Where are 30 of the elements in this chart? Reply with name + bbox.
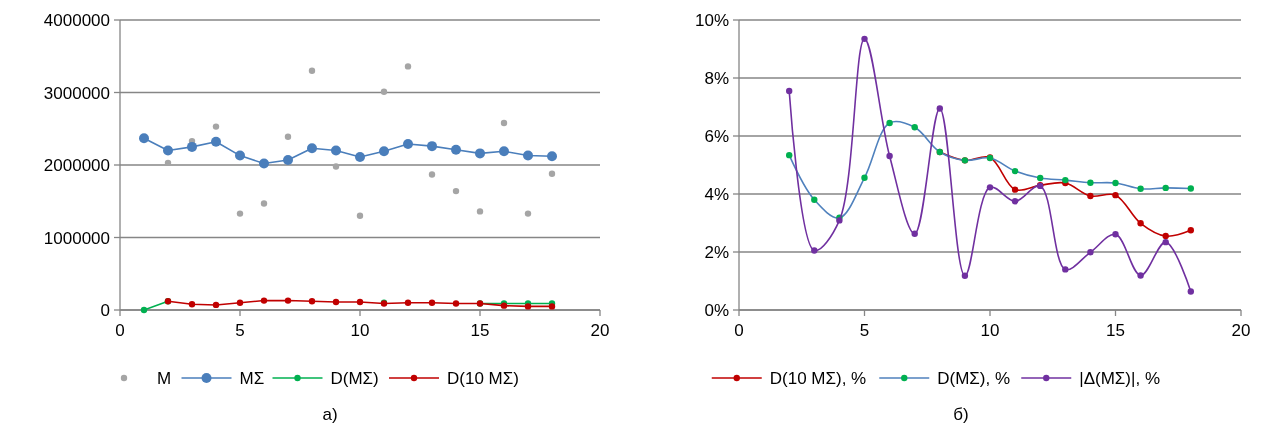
x-tick-label: 15	[470, 321, 490, 340]
y-tick-label: 2000000	[43, 156, 110, 175]
x-tick-label: 5	[859, 321, 870, 340]
y-tick-label: 6%	[704, 127, 729, 146]
legend-label: M	[157, 369, 172, 388]
x-tick-label: 0	[115, 321, 125, 340]
x-tick-label: 5	[235, 321, 245, 340]
y-tick-label: 8%	[704, 69, 729, 88]
y-tick-label: 3000000	[43, 83, 110, 103]
y-tick-label: 10%	[694, 11, 729, 30]
x-tick-label: 20	[590, 321, 610, 340]
x-tick-label: 20	[1231, 321, 1251, 340]
y-tick-label: 0	[100, 301, 110, 320]
text: б)	[953, 405, 969, 424]
y-tick-label: 4%	[704, 185, 729, 204]
legend-label: D(10 MΣ)	[447, 369, 519, 388]
legend-label: D(10 MΣ), %	[769, 369, 867, 388]
legend-label: |Δ(MΣ)|, %	[1079, 369, 1160, 388]
x-tick-label: 0	[734, 321, 744, 340]
text: а)	[322, 405, 338, 424]
x-tick-label: 10	[350, 321, 370, 340]
y-tick-label: 2%	[704, 243, 729, 262]
legend-label: D(MΣ), %	[937, 369, 1011, 388]
x-tick-label: 10	[980, 321, 1000, 340]
legend-label: D(MΣ)	[330, 369, 379, 388]
legend-label: MΣ	[239, 369, 265, 388]
y-tick-label: 0%	[704, 301, 729, 320]
x-tick-label: 15	[1106, 321, 1125, 340]
y-tick-label: 1000000	[43, 228, 110, 248]
y-tick-label: 4000000	[43, 11, 110, 30]
